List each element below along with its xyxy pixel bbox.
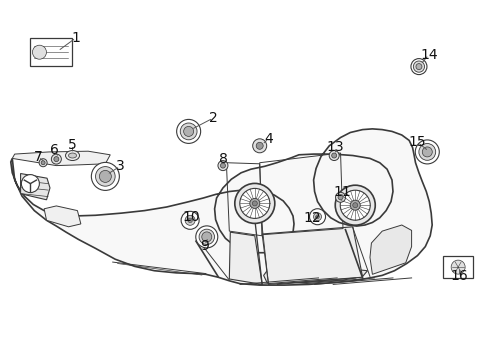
Circle shape: [416, 140, 439, 164]
Polygon shape: [229, 232, 262, 284]
Circle shape: [340, 190, 370, 220]
Circle shape: [184, 126, 194, 136]
Circle shape: [314, 213, 321, 221]
Ellipse shape: [69, 153, 76, 158]
Polygon shape: [262, 227, 363, 284]
Circle shape: [353, 203, 358, 208]
Polygon shape: [12, 151, 110, 166]
Circle shape: [54, 157, 59, 162]
Circle shape: [310, 209, 325, 225]
Circle shape: [41, 161, 45, 165]
Circle shape: [451, 260, 465, 274]
Text: 14: 14: [420, 48, 438, 62]
Circle shape: [99, 170, 111, 183]
Text: 12: 12: [304, 211, 321, 225]
Circle shape: [332, 153, 337, 158]
Text: 15: 15: [409, 135, 426, 149]
Circle shape: [256, 142, 263, 149]
Polygon shape: [264, 268, 368, 283]
Text: 9: 9: [200, 239, 209, 252]
Ellipse shape: [66, 150, 79, 161]
Circle shape: [32, 45, 47, 59]
FancyBboxPatch shape: [443, 256, 473, 278]
Circle shape: [177, 120, 200, 143]
Text: 3: 3: [116, 159, 124, 173]
Circle shape: [338, 195, 343, 200]
Circle shape: [22, 175, 39, 193]
Circle shape: [220, 163, 225, 168]
Circle shape: [335, 185, 375, 225]
Circle shape: [218, 161, 228, 171]
Circle shape: [411, 59, 427, 75]
Polygon shape: [11, 129, 432, 285]
Circle shape: [199, 229, 215, 244]
Circle shape: [96, 167, 115, 186]
Circle shape: [422, 147, 432, 157]
Circle shape: [181, 211, 199, 229]
Circle shape: [329, 150, 339, 161]
Circle shape: [316, 215, 319, 219]
Circle shape: [336, 192, 345, 202]
Circle shape: [235, 183, 275, 224]
Polygon shape: [370, 225, 412, 274]
Circle shape: [91, 162, 120, 190]
Text: 8: 8: [219, 152, 227, 166]
Polygon shape: [21, 174, 50, 200]
Circle shape: [350, 200, 360, 210]
Circle shape: [416, 64, 422, 69]
Circle shape: [188, 218, 193, 222]
Circle shape: [39, 159, 47, 167]
Text: 5: 5: [68, 138, 77, 152]
Polygon shape: [44, 206, 81, 227]
Circle shape: [250, 198, 260, 208]
Text: 4: 4: [264, 132, 273, 145]
Text: 11: 11: [333, 185, 351, 198]
Text: 1: 1: [72, 31, 80, 45]
Text: 10: 10: [182, 210, 200, 224]
Circle shape: [253, 139, 267, 153]
Text: 7: 7: [34, 150, 43, 164]
FancyBboxPatch shape: [30, 38, 73, 66]
Circle shape: [196, 226, 218, 248]
Text: 6: 6: [50, 144, 59, 157]
Circle shape: [51, 154, 61, 164]
Circle shape: [419, 144, 436, 160]
Text: 16: 16: [451, 270, 468, 283]
Circle shape: [252, 201, 257, 206]
Circle shape: [185, 215, 195, 225]
Circle shape: [240, 188, 270, 219]
Circle shape: [202, 232, 212, 242]
Circle shape: [180, 123, 197, 140]
Circle shape: [414, 61, 424, 72]
Text: 2: 2: [209, 111, 218, 125]
Text: 13: 13: [327, 140, 344, 154]
